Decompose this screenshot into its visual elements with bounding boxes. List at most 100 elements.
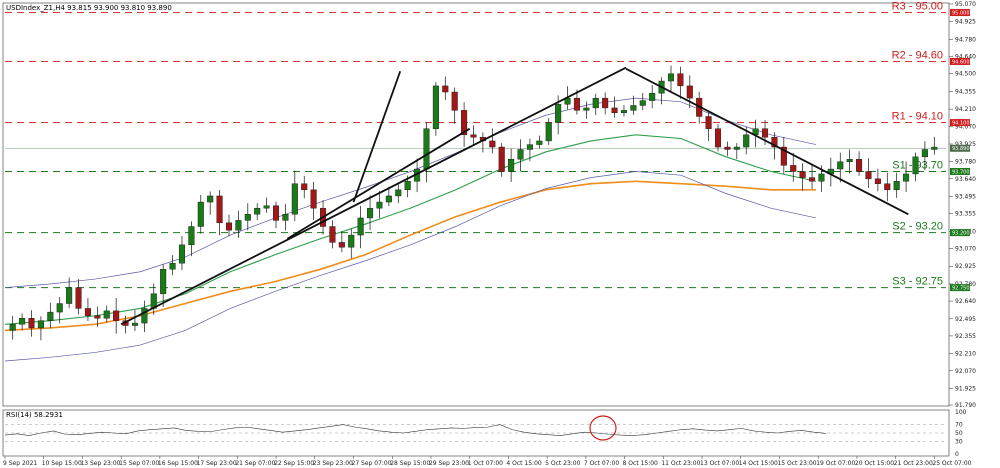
candle-body <box>508 159 515 172</box>
candle-body <box>686 85 693 99</box>
x-tick-label: 23 Sep 23:00 <box>313 460 353 467</box>
candle-body <box>545 122 552 142</box>
candle-body <box>921 149 928 158</box>
candle-body <box>385 195 392 203</box>
candle-body <box>141 308 148 324</box>
candle-body <box>197 201 204 227</box>
level-badge-text: 93.700 <box>952 169 970 175</box>
y-tick-label: 94.210 <box>955 106 976 113</box>
level-badge <box>950 284 970 292</box>
y-tick-label: 93.780 <box>955 159 976 166</box>
x-tick-label: 16 Sep 15:00 <box>158 460 198 467</box>
candle-body <box>94 315 101 319</box>
y-tick-label: 92.495 <box>955 316 976 323</box>
x-tick-label: 13 Sep 23:00 <box>80 460 120 467</box>
candle-body <box>357 217 364 236</box>
x-tick-label: 17 Sep 23:00 <box>197 460 237 467</box>
y-tick-label: 92.210 <box>955 351 976 358</box>
candle-body <box>254 207 261 215</box>
x-tick-label: 21 Sep 07:00 <box>235 460 275 467</box>
y-tick-label: 95.070 <box>955 1 976 8</box>
x-tick-label: 8 Oct 15:00 <box>623 460 658 467</box>
candle-body <box>517 149 524 160</box>
y-tick-label: 92.640 <box>955 298 976 305</box>
trendline <box>625 67 909 216</box>
candle-body <box>367 207 374 219</box>
ma-green-line <box>4 134 817 325</box>
candle-body <box>169 262 176 270</box>
candle-body <box>263 205 270 209</box>
level-badge <box>950 57 970 65</box>
x-tick-label: 21 Oct 23:00 <box>894 460 933 467</box>
x-tick-label: 10 Sep 15:00 <box>42 460 82 467</box>
x-tick-label: 7 Oct 07:00 <box>584 460 619 467</box>
candle-body <box>489 140 496 148</box>
candle-body <box>705 116 712 129</box>
candle-body <box>498 146 505 172</box>
x-tick-label: 15 Oct 23:00 <box>777 460 816 467</box>
x-tick-label: 20 Oct 15:00 <box>855 460 894 467</box>
candle-body <box>583 107 590 111</box>
rsi-line <box>4 424 827 436</box>
candle-body <box>555 104 562 123</box>
x-tick-label: 22 Sep 15:00 <box>274 460 314 467</box>
candle-body <box>461 110 468 136</box>
trendline <box>286 127 471 240</box>
candle-body <box>846 159 853 162</box>
candle-body <box>874 178 881 184</box>
candle-body <box>893 181 900 191</box>
y-tick-label: 92.925 <box>955 263 976 270</box>
candle-body <box>536 140 543 145</box>
candle-body <box>630 105 637 111</box>
candle-body <box>837 161 844 170</box>
x-tick-label: 19 Oct 07:00 <box>816 460 855 467</box>
y-tick-label: 91.790 <box>955 402 976 409</box>
x-tick-label: 28 Sep 15:00 <box>390 460 430 467</box>
candle-body <box>620 110 627 114</box>
x-tick-label: 27 Sep 07:00 <box>352 460 392 467</box>
rsi-tick-label: 30 <box>955 438 963 445</box>
level-badge-text: 94.100 <box>952 120 970 126</box>
current-price-text: 93.890 <box>952 146 970 152</box>
candle-body <box>432 85 439 129</box>
bollinger-upper <box>4 97 817 288</box>
candle-body <box>442 85 449 93</box>
candle-body <box>809 177 816 182</box>
x-tick-label: 15 Sep 07:00 <box>119 460 159 467</box>
y-tick-label: 93.495 <box>955 194 976 201</box>
current-price-badge <box>950 144 970 152</box>
chart-frame <box>2 2 950 407</box>
ma-orange-line <box>4 180 816 332</box>
candle-body <box>244 214 251 221</box>
candle-body <box>376 201 383 209</box>
candle-body <box>677 73 684 87</box>
candle-body <box>160 269 167 294</box>
y-tick-label: 94.355 <box>955 88 976 95</box>
candle-body <box>207 195 214 203</box>
level-badge <box>950 119 970 127</box>
candle-body <box>282 214 289 221</box>
level-badge-text: 95.000 <box>952 10 970 16</box>
candle-body <box>395 189 402 197</box>
candle-body <box>526 144 533 150</box>
y-tick-label: 92.070 <box>955 368 976 375</box>
candle-body <box>188 226 195 246</box>
trendline <box>352 70 402 203</box>
x-tick-label: 11 Oct 23:00 <box>661 460 700 467</box>
candle-body <box>178 244 185 264</box>
chart-title: USDIndex_Z1,H4 93.815 93.900 93.810 93.8… <box>6 4 172 12</box>
x-tick-label: 14 Oct 15:00 <box>739 460 778 467</box>
candle-body <box>592 97 599 109</box>
level-badge-text: 93.200 <box>952 230 970 236</box>
y-tick-label: 93.070 <box>955 246 976 253</box>
y-tick-label: 94.640 <box>955 54 976 61</box>
candle-body <box>573 97 580 111</box>
y-tick-label: 93.355 <box>955 211 976 218</box>
x-tick-label: 4 Oct 15:00 <box>506 460 541 467</box>
candle-body <box>912 156 919 175</box>
candle-body <box>131 322 138 326</box>
candle-body <box>113 310 120 321</box>
rsi-label: RSI(14) 58.2931 <box>6 411 63 419</box>
x-tick-label: 13 Oct 07:00 <box>700 460 739 467</box>
